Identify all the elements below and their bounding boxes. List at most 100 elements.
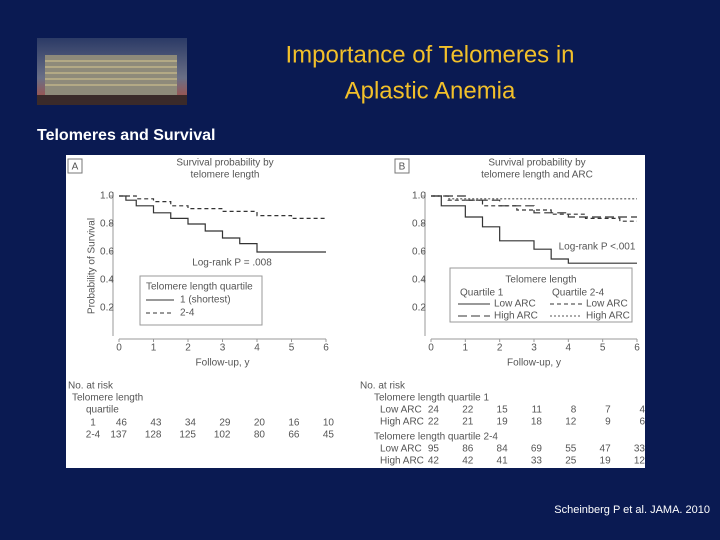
x-tick-label: 1 (463, 343, 469, 354)
risk-row-name: 2-4 (86, 430, 101, 441)
risk-value: 16 (288, 418, 300, 429)
legend-label: High ARC (494, 311, 538, 322)
x-tick-label: 0 (116, 343, 122, 354)
slide-title: Importance of Telomeres in (285, 41, 574, 68)
risk-label: quartile (86, 405, 119, 416)
legend-label: Low ARC (586, 299, 628, 310)
panel-title: telomere length (191, 170, 260, 181)
survival-curve (119, 195, 326, 253)
risk-value: 8 (571, 405, 577, 416)
risk-value: 6 (639, 417, 645, 428)
y-tick-label: 0.6 (412, 247, 426, 258)
annotation: Log-rank P = .008 (192, 258, 272, 269)
legend-group: Quartile 1 (460, 288, 504, 299)
x-axis-label: Follow-up, y (196, 358, 250, 369)
risk-group-label: Telomere length quartile 2-4 (374, 432, 498, 443)
risk-value: 128 (145, 430, 162, 441)
x-tick-label: 6 (634, 343, 640, 354)
legend-title: Telomere length quartile (146, 282, 253, 293)
risk-row-name: Low ARC (380, 405, 422, 416)
x-tick-label: 2 (185, 343, 191, 354)
risk-value: 4 (639, 405, 645, 416)
risk-value: 42 (462, 456, 474, 467)
risk-row-name: Low ARC (380, 444, 422, 455)
x-tick-label: 4 (566, 343, 572, 354)
risk-row-name: High ARC (380, 417, 424, 428)
risk-value: 24 (428, 405, 440, 416)
x-tick-label: 6 (323, 343, 329, 354)
x-tick-label: 0 (428, 343, 434, 354)
risk-value: 80 (254, 430, 266, 441)
panel-title: Survival probability by (176, 158, 273, 169)
y-tick-label: 1.0 (100, 191, 114, 202)
risk-value: 18 (531, 417, 543, 428)
y-tick-label: 1.0 (412, 191, 426, 202)
y-axis-label: Probability of Survival (87, 218, 98, 314)
subtitle: Telomeres and Survival (37, 127, 215, 144)
risk-value: 34 (185, 418, 197, 429)
legend-title: Telomere length (505, 275, 576, 286)
x-tick-label: 5 (289, 343, 295, 354)
risk-row-name: High ARC (380, 456, 424, 467)
survival-curve (431, 195, 637, 222)
risk-value: 12 (634, 456, 646, 467)
risk-value: 41 (497, 456, 509, 467)
risk-value: 137 (110, 430, 127, 441)
panel-title: Survival probability by (488, 158, 585, 169)
legend-label: 1 (shortest) (180, 295, 231, 306)
citation: Scheinberg P et al. JAMA. 2010 (554, 504, 710, 516)
panel-label-box (394, 158, 410, 174)
slide-title: Aplastic Anemia (345, 77, 516, 104)
risk-value: 9 (605, 417, 611, 428)
risk-group-label: Telomere length quartile 1 (374, 393, 490, 404)
y-tick-label: 0.2 (100, 303, 114, 314)
risk-value: 47 (600, 444, 612, 455)
survival-curve (431, 195, 637, 264)
risk-label: Telomere length (72, 393, 143, 404)
legend-label: Low ARC (494, 299, 536, 310)
risk-value: 66 (288, 430, 300, 441)
y-tick-label: 0.8 (100, 219, 114, 230)
x-axis-label: Follow-up, y (507, 358, 561, 369)
survival-curve (431, 195, 637, 218)
risk-value: 95 (428, 444, 440, 455)
y-tick-label: 0.4 (412, 275, 426, 286)
survival-curve (119, 195, 326, 219)
legend-box (449, 267, 633, 323)
risk-value: 25 (565, 456, 577, 467)
risk-value: 12 (565, 417, 577, 428)
risk-value: 86 (462, 444, 474, 455)
survival-curve (431, 195, 637, 200)
risk-heading: No. at risk (360, 381, 406, 392)
x-tick-label: 2 (497, 343, 503, 354)
risk-value: 10 (323, 418, 335, 429)
panel-title: telomere length and ARC (481, 170, 593, 181)
y-tick-label: 0.2 (412, 303, 426, 314)
risk-value: 19 (600, 456, 612, 467)
panel-label: A (72, 162, 79, 173)
risk-value: 22 (462, 405, 474, 416)
risk-value: 102 (214, 430, 231, 441)
risk-value: 42 (428, 456, 440, 467)
risk-value: 55 (565, 444, 577, 455)
x-tick-label: 3 (531, 343, 537, 354)
risk-value: 43 (150, 418, 162, 429)
risk-value: 33 (531, 456, 543, 467)
x-tick-label: 1 (151, 343, 157, 354)
risk-value: 19 (497, 417, 509, 428)
risk-value: 84 (497, 444, 509, 455)
legend-label: 2-4 (180, 308, 195, 319)
risk-value: 20 (254, 418, 266, 429)
risk-value: 29 (219, 418, 231, 429)
risk-value: 45 (323, 430, 335, 441)
x-tick-label: 4 (254, 343, 260, 354)
risk-value: 69 (531, 444, 543, 455)
risk-value: 22 (428, 417, 440, 428)
legend-group: Quartile 2-4 (552, 288, 605, 299)
y-tick-label: 0.4 (100, 275, 114, 286)
risk-value: 33 (634, 444, 646, 455)
x-tick-label: 3 (220, 343, 226, 354)
annotation: Log-rank P <.001 (559, 242, 636, 253)
